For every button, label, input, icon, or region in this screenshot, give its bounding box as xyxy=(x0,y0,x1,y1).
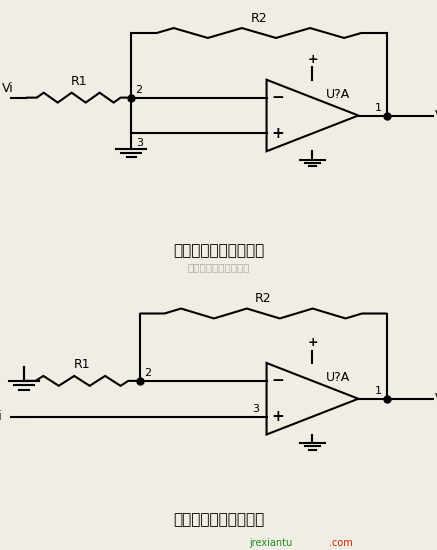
Text: Vi: Vi xyxy=(0,410,2,423)
Text: R1: R1 xyxy=(70,75,87,88)
Text: U?A: U?A xyxy=(326,87,350,101)
Text: +: + xyxy=(271,409,284,424)
Text: R2: R2 xyxy=(255,292,272,305)
Text: 1: 1 xyxy=(375,103,382,113)
Text: +: + xyxy=(307,53,318,66)
Text: Vo: Vo xyxy=(435,109,437,122)
Text: Vo: Vo xyxy=(435,392,437,405)
Text: 2: 2 xyxy=(135,85,142,95)
Text: −: − xyxy=(271,373,284,388)
Text: Vi: Vi xyxy=(2,82,14,95)
Text: 杭州将睿科技有限公司: 杭州将睿科技有限公司 xyxy=(187,262,250,272)
Text: 运算放大器－同相输入: 运算放大器－同相输入 xyxy=(173,512,264,527)
Text: 1: 1 xyxy=(375,386,382,396)
Text: 运算放大器－反相输入: 运算放大器－反相输入 xyxy=(173,243,264,258)
Text: +: + xyxy=(307,336,318,349)
Text: .com: .com xyxy=(329,538,353,548)
Text: R2: R2 xyxy=(250,12,267,25)
Text: −: − xyxy=(271,90,284,105)
Text: R1: R1 xyxy=(73,358,90,371)
Text: 3: 3 xyxy=(136,138,143,147)
Text: jrexiantu: jrexiantu xyxy=(250,538,292,548)
Text: 3: 3 xyxy=(252,404,259,414)
Text: +: + xyxy=(271,126,284,141)
Text: U?A: U?A xyxy=(326,371,350,384)
Text: 2: 2 xyxy=(144,368,151,378)
